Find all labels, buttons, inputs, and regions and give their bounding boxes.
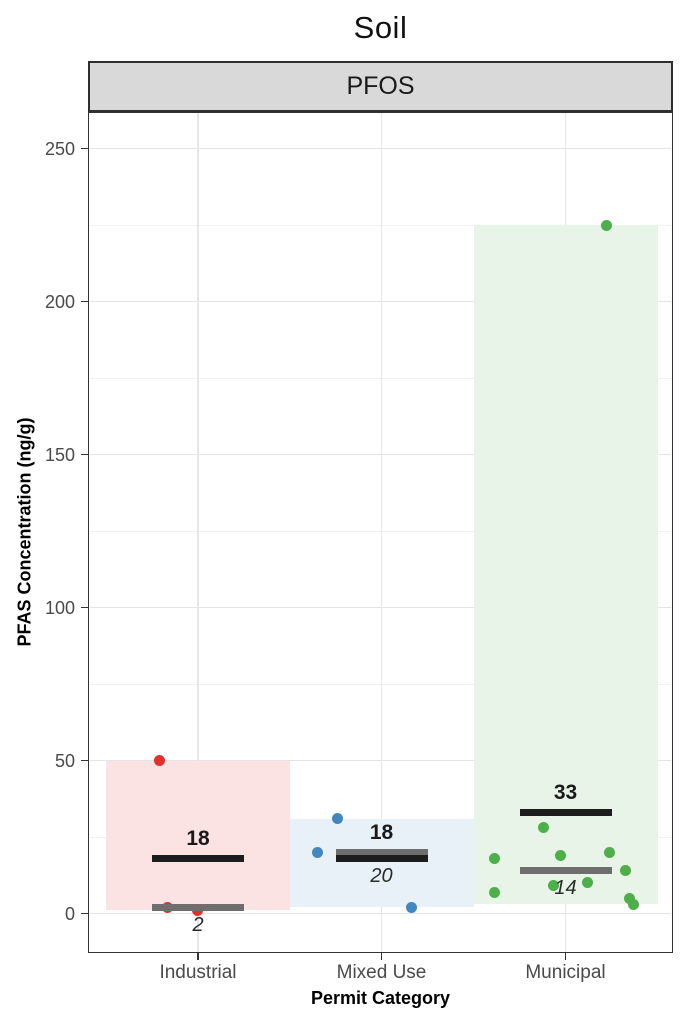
y-gridline-major: [90, 147, 671, 150]
data-point: [624, 892, 635, 904]
y-tick-label: 100: [44, 597, 75, 618]
y-gridline-minor: [90, 377, 671, 379]
category-band: [473, 225, 658, 905]
y-tick-label: 250: [44, 138, 75, 159]
median-label: 2: [192, 913, 204, 936]
mean-line: [335, 854, 428, 862]
x-tick-mark: [564, 953, 567, 960]
mean-line: [152, 854, 244, 862]
y-tick-mark: [81, 147, 88, 150]
facet-strip: PFOS: [88, 61, 673, 112]
data-point: [489, 886, 500, 898]
y-gridline-major: [90, 606, 671, 609]
x-gridline-major: [380, 113, 383, 952]
x-tick-label: Industrial: [159, 962, 237, 983]
x-axis-title: Permit Category: [310, 988, 451, 1008]
data-point: [153, 755, 165, 766]
category-band: [106, 760, 290, 911]
median-line: [519, 867, 612, 875]
data-point: [620, 865, 631, 877]
y-tick-label: 150: [44, 444, 75, 465]
median-label: 14: [554, 877, 577, 900]
mean-label: 33: [553, 781, 578, 805]
y-tick-label: 200: [44, 291, 75, 312]
mean-line: [519, 809, 612, 817]
data-point: [312, 846, 323, 858]
y-gridline-minor: [90, 224, 671, 226]
y-gridline-minor: [90, 530, 671, 532]
y-tick-mark: [81, 606, 88, 609]
plot-title: Soil: [353, 10, 408, 45]
data-point: [604, 846, 615, 858]
data-point: [406, 901, 417, 913]
median-line: [335, 848, 428, 856]
y-gridline-major: [90, 759, 671, 762]
y-tick-label: 0: [64, 903, 75, 924]
median-label: 20: [370, 864, 393, 887]
data-point: [548, 880, 559, 892]
y-gridline-major: [90, 912, 671, 915]
x-tick-label: Mixed Use: [336, 962, 427, 983]
mean-label: 18: [186, 826, 210, 850]
x-tick-mark: [380, 953, 383, 960]
y-tick-mark: [81, 300, 88, 303]
y-tick-mark: [81, 453, 88, 456]
mean-label: 18: [369, 820, 394, 844]
y-gridline-major: [90, 300, 671, 303]
x-tick-mark: [197, 953, 199, 960]
y-tick-mark: [81, 912, 88, 915]
y-gridline-major: [90, 453, 671, 456]
y-tick-label: 50: [54, 750, 75, 771]
x-tick-label: Municipal: [525, 962, 606, 983]
data-point: [538, 822, 549, 834]
facet-strip-label: PFOS: [346, 72, 415, 100]
y-gridline-minor: [90, 683, 671, 685]
data-point: [555, 849, 566, 861]
category-band: [289, 818, 474, 908]
data-point: [332, 813, 343, 825]
y-axis-title: PFAS Concentration (ng/g): [14, 417, 35, 647]
data-point: [628, 898, 639, 910]
y-tick-mark: [81, 759, 88, 762]
data-point: [582, 877, 593, 889]
data-point: [489, 852, 500, 864]
x-gridline-major: [197, 113, 199, 952]
median-line: [152, 903, 244, 911]
data-point: [601, 219, 612, 231]
